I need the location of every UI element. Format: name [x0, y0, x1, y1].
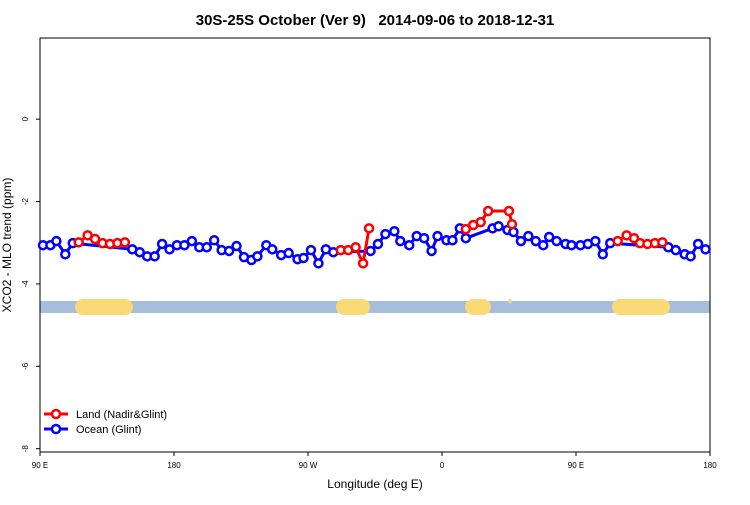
y-tick-label: -4: [21, 280, 30, 288]
series-point: [156, 238, 168, 250]
series-point: [700, 244, 711, 255]
series-point: [201, 242, 213, 253]
series-point: [313, 258, 324, 269]
series-point: [597, 249, 609, 260]
series-point: [503, 205, 515, 217]
y-tick-label: -2: [21, 197, 30, 205]
series-point: [186, 235, 198, 247]
series-point: [530, 235, 542, 247]
series-point: [231, 240, 242, 252]
series-point: [389, 225, 400, 237]
series-point: [363, 223, 375, 234]
series-point: [612, 235, 623, 247]
series-point: [566, 239, 577, 251]
series-point: [208, 235, 220, 246]
chart-title: 30S-25S October (Ver 9) 2014-09-06 to 20…: [196, 12, 555, 29]
series-point: [350, 242, 361, 253]
land-band: [612, 299, 670, 315]
series-point: [551, 235, 562, 247]
series-point: [380, 228, 391, 240]
series-point: [372, 238, 384, 250]
series-point: [395, 235, 406, 247]
series-point: [119, 237, 131, 248]
series-point: [403, 239, 415, 251]
series-point: [432, 230, 443, 242]
legend-marker: [50, 408, 62, 420]
series-point: [685, 251, 696, 262]
series-point: [179, 239, 190, 251]
legend-label: Land (Nadir&Glint): [76, 409, 167, 421]
y-tick-label: -8: [21, 445, 30, 453]
x-tick-label: 90 E: [32, 461, 48, 470]
series-point: [283, 247, 294, 259]
series-point: [89, 233, 101, 245]
x-tick-label: 90 E: [568, 461, 584, 470]
series-point: [543, 231, 555, 243]
series-point: [298, 252, 309, 264]
series-point: [164, 244, 175, 255]
series-point: [223, 245, 235, 257]
x-tick-label: 180: [167, 461, 181, 470]
series-point: [134, 246, 146, 258]
series-point: [475, 216, 486, 228]
series-point: [51, 235, 62, 247]
land-band: [508, 299, 512, 303]
series-point: [670, 244, 682, 256]
y-tick-label: 0: [21, 116, 30, 121]
series-point: [305, 244, 317, 256]
series-point: [460, 232, 472, 244]
series-point: [460, 223, 472, 235]
ocean-band: [40, 301, 710, 313]
series-point: [149, 251, 160, 262]
x-tick-label: 0: [440, 461, 445, 470]
series-point: [418, 232, 430, 244]
series-point: [426, 245, 437, 257]
series-point: [537, 239, 549, 251]
land-band: [75, 299, 133, 315]
series-point: [267, 244, 278, 255]
series-point: [506, 218, 518, 230]
land-band: [336, 299, 370, 315]
legend-marker: [50, 423, 62, 435]
land-band: [465, 299, 491, 315]
series-point: [73, 237, 84, 248]
legend-label: Ocean (Glint): [76, 424, 141, 436]
series-point: [357, 258, 369, 269]
x-tick-label: 180: [703, 461, 717, 470]
series-point: [365, 245, 376, 257]
series-point: [590, 235, 601, 247]
series-point: [60, 249, 71, 260]
series-point: [515, 235, 527, 247]
series-point: [523, 230, 534, 242]
surface-band: [40, 299, 710, 315]
series-point: [252, 251, 263, 262]
series-point: [692, 238, 704, 250]
series-point: [447, 235, 458, 246]
y-axis-title: XCO2 - MLO trend (ppm): [0, 178, 14, 313]
series-point: [657, 237, 668, 248]
x-tick-label: 90 W: [299, 461, 318, 470]
series-point: [493, 221, 504, 232]
y-tick-label: -6: [21, 362, 30, 370]
series-point: [482, 205, 494, 217]
x-axis-title: Longitude (deg E): [327, 477, 422, 491]
